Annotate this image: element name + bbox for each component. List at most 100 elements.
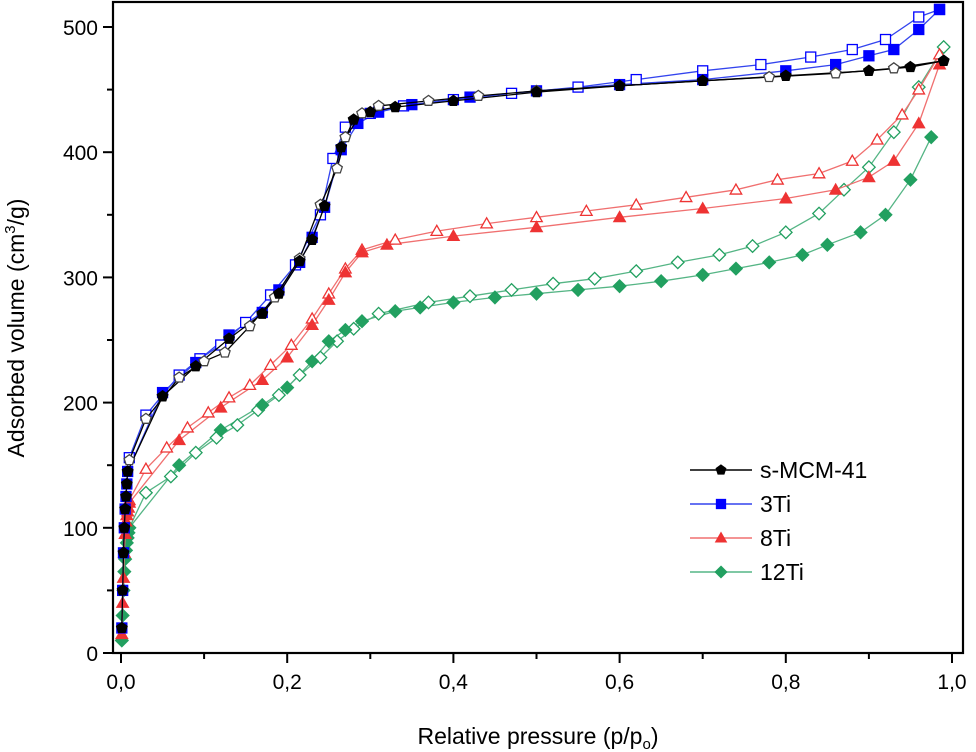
series-8ti	[114, 47, 947, 640]
s-mcm-41-adsorption-point	[335, 140, 348, 153]
x-tick-label: 0,6	[605, 671, 634, 694]
series-3ti	[116, 3, 946, 634]
3ti-adsorption-point	[863, 50, 875, 62]
12ti-adsorption-point	[255, 397, 270, 413]
s-mcm-41-adsorption-point	[318, 199, 331, 212]
8ti-desorption-point	[139, 461, 153, 474]
s-mcm-41-desorption-point	[339, 130, 352, 143]
3ti-desorption-point	[572, 81, 584, 93]
s-mcm-41-adsorption-point	[118, 521, 131, 533]
8ti-desorption-point	[812, 166, 826, 179]
3ti-adsorption-point	[933, 3, 946, 16]
s-mcm-41-desorption-point	[198, 354, 211, 367]
s-mcm-41-adsorption-point	[115, 621, 128, 634]
8ti-desorption-point	[729, 182, 743, 195]
8ti-desorption-point	[845, 153, 860, 166]
3ti-desorption-point	[630, 73, 642, 86]
s-mcm-41-adsorption-point	[389, 100, 402, 113]
legend-label: s-MCM-41	[760, 457, 867, 483]
12ti-adsorption-point	[280, 380, 295, 395]
s-mcm-41-desorption-point	[243, 319, 256, 332]
y-tick-label: 400	[63, 142, 98, 165]
x-axis-ticks: 0,0 0,2 0,4 0,6 0,8 1,0	[106, 653, 967, 694]
legend-marker	[714, 565, 728, 579]
12ti-adsorption-point	[338, 322, 353, 338]
12ti-adsorption-point	[446, 295, 461, 310]
legend-marker	[715, 464, 727, 475]
3ti-desorption-point	[879, 33, 892, 46]
s-mcm-41-adsorption-point	[696, 74, 709, 86]
3ti-desorption-point	[755, 58, 767, 71]
s-mcm-41-desorption-point	[887, 61, 900, 74]
12ti-desorption-point	[163, 469, 179, 484]
12ti-desorption-point	[745, 238, 760, 254]
12ti-desorption-point	[504, 282, 519, 298]
x-tick-label: 1,0	[937, 671, 966, 694]
3ti-adsorption-point	[888, 43, 900, 56]
plot-frame	[111, 0, 965, 655]
3ti-adsorption-point	[913, 23, 925, 36]
12ti-adsorption-point	[570, 282, 586, 298]
s-mcm-41-adsorption-point	[119, 502, 132, 515]
3ti-desorption-point	[913, 11, 925, 23]
s-mcm-41-adsorption-point	[121, 465, 134, 477]
8ti-adsorption-point	[828, 182, 843, 195]
y-tick-label: 300	[63, 267, 98, 290]
12ti-adsorption-point	[354, 314, 370, 329]
s-mcm-41-adsorption-point	[613, 79, 626, 91]
y-axis-title: Adsorbed volume (cm3/g)	[2, 199, 29, 458]
8ti-adsorption-point	[280, 350, 295, 363]
12ti-desorption-point	[886, 124, 901, 140]
legend-label: 8Ti	[760, 525, 791, 551]
8ti-desorption-line	[128, 54, 941, 501]
s-mcm-41-desorption-point	[218, 346, 231, 358]
s-mcm-41-desorption-point	[422, 94, 435, 106]
12ti-desorption-point	[712, 247, 727, 263]
8ti-desorption-point	[222, 390, 236, 403]
8ti-desorption-point	[679, 190, 693, 203]
8ti-adsorption-point	[529, 220, 544, 233]
12ti-desorption-point	[670, 255, 685, 270]
legend-item-s-mcm-41: s-MCM-41	[690, 457, 867, 483]
s-mcm-41-desorption-line	[128, 60, 944, 461]
8ti-adsorption-point	[255, 373, 270, 386]
legend-item-3ti: 3Ti	[690, 491, 791, 517]
12ti-adsorption-point	[795, 247, 810, 263]
s-mcm-41-adsorption-point	[293, 254, 306, 267]
series-12ti	[114, 39, 951, 648]
8ti-desorption-point	[159, 440, 174, 453]
8ti-desorption-point	[911, 82, 926, 95]
y-tick-label: 100	[63, 518, 98, 541]
s-mcm-41-adsorption-point	[447, 94, 460, 106]
12ti-adsorption-point	[213, 422, 228, 438]
legend-label: 3Ti	[760, 491, 791, 517]
s-mcm-41-adsorption-point	[306, 233, 319, 245]
12ti-adsorption-point	[412, 300, 428, 315]
s-mcm-41-adsorption-point	[364, 105, 377, 118]
8ti-desorption-point	[201, 405, 216, 418]
s-mcm-41-adsorption-point	[120, 477, 133, 490]
series-s-mcm-41	[115, 54, 950, 634]
8ti-adsorption-point	[172, 433, 187, 446]
12ti-desorption-point	[230, 417, 245, 433]
y-tick-label: 200	[63, 393, 98, 416]
x-tick-label: 0,8	[771, 671, 800, 694]
12ti-adsorption-point	[172, 458, 187, 473]
legend: s-MCM-41 3Ti 8Ti 12Ti	[690, 457, 867, 585]
s-mcm-41-adsorption-point	[256, 307, 269, 319]
8ti-adsorption-point	[886, 153, 901, 166]
s-mcm-41-desorption-point	[173, 371, 186, 383]
12ti-desorption-point	[545, 276, 561, 291]
plot-border	[111, 0, 965, 655]
3ti-desorption-point	[805, 51, 817, 63]
12ti-desorption-point	[138, 485, 154, 500]
8ti-adsorption-point	[380, 237, 394, 250]
12ti-desorption-point	[271, 387, 287, 403]
s-mcm-41-desorption-point	[139, 412, 152, 424]
s-mcm-41-desorption-point	[331, 162, 344, 174]
8ti-desorption-point	[895, 107, 910, 120]
s-mcm-41-adsorption-line	[121, 60, 944, 629]
12ti-desorption-point	[811, 206, 827, 221]
3ti-desorption-point	[846, 43, 858, 56]
